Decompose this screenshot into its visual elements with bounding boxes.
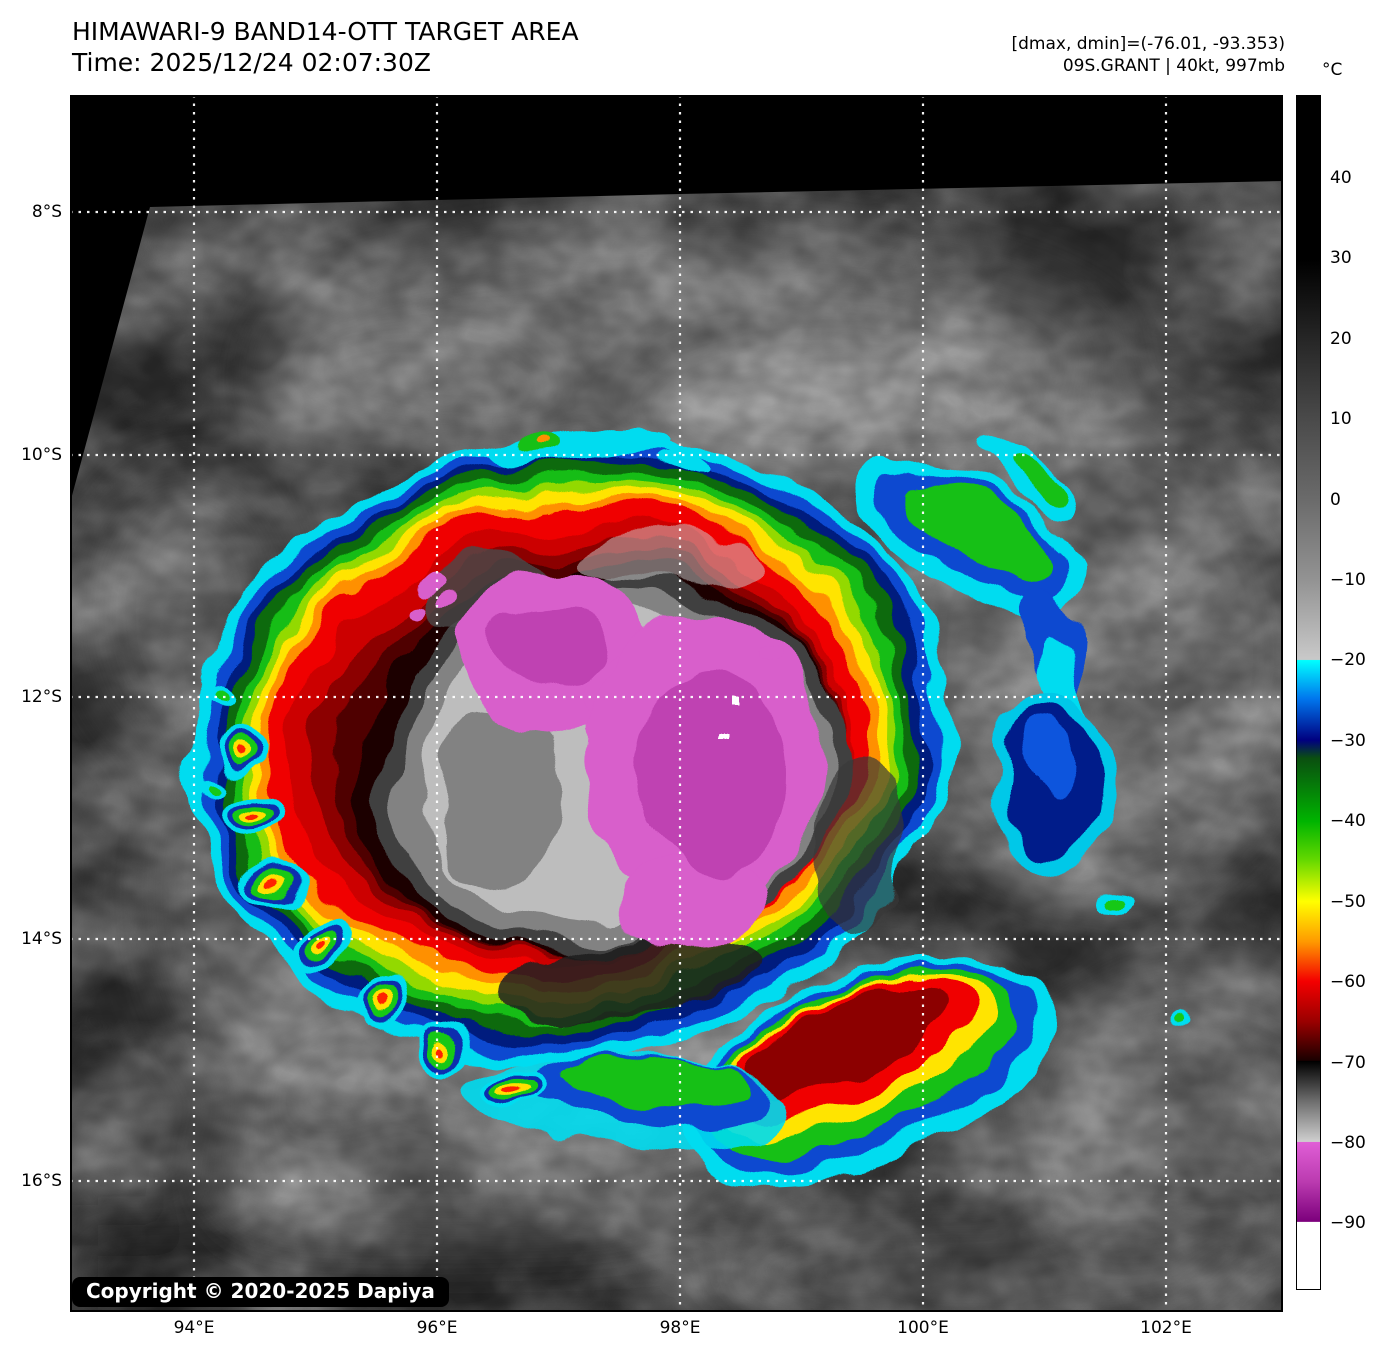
colorbar-tick-label: −20: [1330, 650, 1366, 670]
dmax-dmin-annotation: [dmax, dmin]=(-76.01, -93.353): [1011, 34, 1286, 54]
lat-label: 10°S: [21, 445, 62, 465]
lon-label: 100°E: [897, 1318, 949, 1338]
figure-title: HIMAWARI-9 BAND14-OTT TARGET AREA: [72, 17, 579, 46]
annotation-block: [dmax, dmin]=(-76.01, -93.353) 09S.GRANT…: [1012, 33, 1286, 77]
colorbar-tick-label: 0: [1330, 490, 1341, 510]
title-block: HIMAWARI-9 BAND14-OTT TARGET AREA Time: …: [72, 16, 579, 78]
colorbar-tick-label: −90: [1330, 1213, 1366, 1233]
lon-label: 94°E: [173, 1318, 215, 1338]
coldest-pixels: [717, 709, 735, 743]
southeast-tail: [470, 952, 1055, 1188]
lat-label: 12°S: [21, 687, 62, 707]
northeast-convective-band: [856, 436, 1116, 880]
colorbar-unit-label: °C: [1322, 60, 1343, 80]
colorbar-tick-label: −50: [1330, 892, 1366, 912]
colorbar-tick-label: −60: [1330, 972, 1366, 992]
colorbar-tick-label: −40: [1330, 811, 1366, 831]
lon-label: 96°E: [416, 1318, 458, 1338]
cold-overshoot-magenta: [403, 568, 821, 961]
colorbar-tick-label: −70: [1330, 1053, 1366, 1073]
cyclone: [186, 429, 1199, 1188]
lat-label: 14°S: [21, 929, 62, 949]
colorbar-tick-label: −80: [1330, 1133, 1366, 1153]
colorbar: [1296, 95, 1321, 1290]
satellite-map: Copyright © 2020-2025 Dapiya: [70, 95, 1283, 1312]
storm-info-annotation: 09S.GRANT | 40kt, 997mb: [1062, 56, 1285, 76]
lon-label: 102°E: [1140, 1318, 1192, 1338]
colorbar-tick-label: 20: [1330, 329, 1352, 349]
figure-time: Time: 2025/12/24 02:07:30Z: [72, 48, 431, 77]
copyright-badge: Copyright © 2020-2025 Dapiya: [72, 1277, 449, 1307]
colorbar-tick-label: 30: [1330, 248, 1352, 268]
map-frame: [70, 95, 1283, 1312]
colorbar-gradient: [1297, 96, 1320, 1289]
lon-label: 98°E: [659, 1318, 701, 1338]
satellite-image: [70, 95, 1283, 1312]
colorbar-tick-label: 10: [1330, 409, 1352, 429]
scan-edge: [70, 95, 1283, 503]
colorbar-tick-label: −10: [1330, 570, 1366, 590]
colorbar-tick-label: −30: [1330, 731, 1366, 751]
colorbar-tick-label: 40: [1330, 168, 1352, 188]
lat-label: 16°S: [21, 1171, 62, 1191]
lat-label: 8°S: [31, 202, 62, 222]
